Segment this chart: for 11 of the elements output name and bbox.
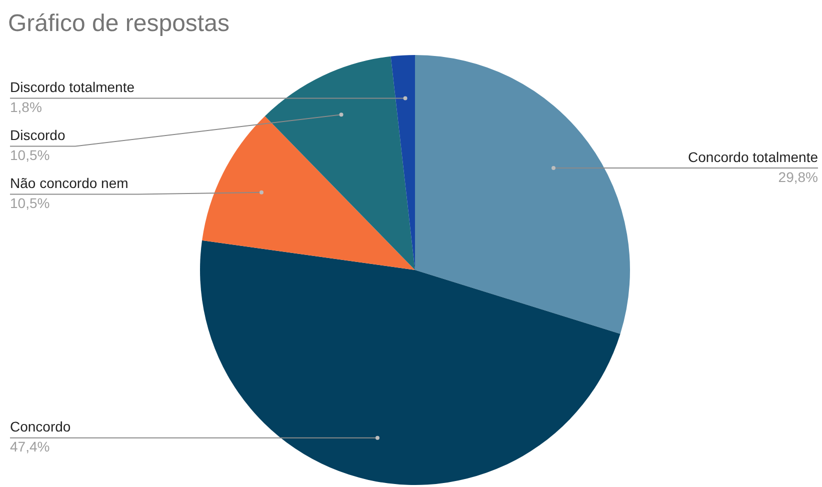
data-label: 1,8% [10, 99, 42, 116]
data-label: 47,4% [10, 438, 50, 455]
data-label: 29,8% [778, 168, 818, 185]
data-label: 10,5% [10, 147, 50, 164]
data-label: 10,5% [10, 195, 50, 212]
chart-title: Gráfico de respostas [8, 10, 230, 38]
slice-label: Discordo totalmente [10, 79, 135, 96]
slice-label: Não concordo nem [10, 175, 128, 192]
slice-label: Concordo [10, 418, 71, 435]
slice-label: Discordo [10, 127, 66, 144]
slice-label: Concordo totalmente [688, 148, 818, 165]
